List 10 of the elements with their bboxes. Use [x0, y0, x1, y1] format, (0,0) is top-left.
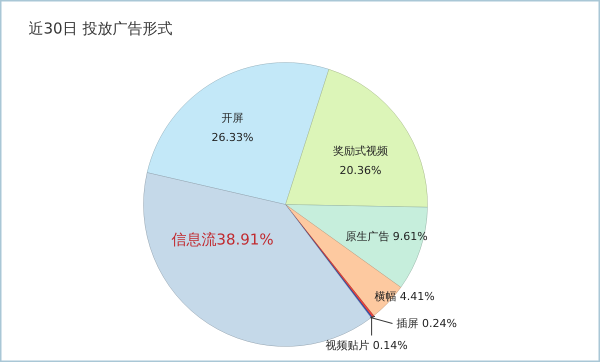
slice-label: 原生广告 9.61% [345, 230, 428, 243]
slice-label: 开屏 [222, 111, 244, 124]
slice-label: 信息流38.91% [171, 230, 274, 248]
slice-label: 视频贴片 0.14% [325, 339, 408, 352]
data-label: 20.36% [340, 164, 382, 177]
slice-label: 插屏 0.24% [396, 317, 457, 330]
slice-label: 横幅 4.41% [374, 290, 435, 303]
slice-label: 奖励式视频 [333, 144, 388, 158]
chart-title: 近30日 投放广告形式 [28, 20, 172, 38]
data-label: 26.33% [212, 130, 254, 144]
